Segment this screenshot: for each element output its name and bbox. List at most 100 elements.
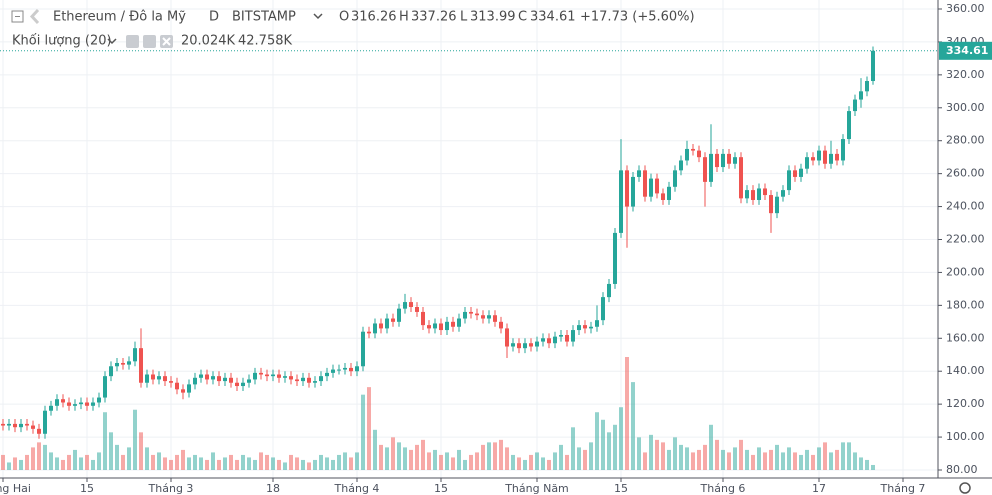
volume-bar [475, 452, 479, 470]
remove-icon-x [162, 37, 171, 46]
volume-bar [643, 452, 647, 470]
volume-bar [811, 454, 815, 470]
volume-bar [169, 459, 173, 470]
candle-body [229, 377, 233, 383]
volume-bar [493, 442, 497, 470]
candle-body [751, 190, 755, 200]
volume-bar [541, 457, 545, 470]
candle-body [145, 374, 149, 383]
volume-caret[interactable] [107, 38, 117, 45]
candle-body [61, 399, 65, 403]
close-letter: C [518, 10, 527, 25]
symbol-caret[interactable] [313, 13, 323, 20]
volume-bar [769, 449, 773, 470]
collapse-icon[interactable] [11, 10, 24, 23]
volume-bar [787, 447, 791, 470]
volume-bar [685, 447, 689, 470]
volume-bar [757, 447, 761, 470]
volume-bar [115, 444, 119, 470]
exchange[interactable]: BITSTAMP [232, 10, 296, 25]
candle-body [121, 362, 125, 365]
candle-body [487, 315, 491, 319]
y-tick-label: 320.00 [946, 68, 985, 81]
volume-bar [871, 464, 875, 470]
candle-body [79, 402, 83, 405]
volume-bar [85, 454, 89, 470]
candle-body [661, 193, 665, 200]
candle-body [553, 336, 557, 344]
interval[interactable]: D [209, 10, 219, 25]
candle-body [439, 323, 443, 331]
volume-bar [55, 457, 59, 470]
candle-body [97, 397, 101, 403]
volume-bar [331, 459, 335, 470]
volume-bar [193, 454, 197, 470]
symbol-title[interactable]: Ethereum / Đô la Mỹ [53, 10, 186, 25]
y-tick-label: 140.00 [946, 364, 985, 377]
settings-gear[interactable] [959, 482, 971, 494]
candle-body [859, 91, 863, 100]
volume-title[interactable]: Khối lượng (20) [12, 34, 112, 49]
candle-body [349, 367, 353, 372]
candle-body [319, 376, 323, 382]
volume-bar [631, 382, 635, 470]
candle-body [805, 157, 809, 169]
volume-value: 20.024K [181, 34, 235, 49]
candle-body [115, 362, 119, 367]
volume-bar [61, 459, 65, 470]
volume-bar [733, 447, 737, 470]
candle-body [325, 372, 329, 377]
settings-icon[interactable] [143, 35, 156, 48]
volume-bar [463, 459, 467, 470]
candle-body [667, 186, 671, 200]
volume-bar [715, 439, 719, 470]
volume-bar [73, 449, 77, 470]
volume-bar [133, 409, 137, 470]
volume-bar [859, 457, 863, 470]
candle-body [313, 381, 317, 383]
candle-body [733, 157, 737, 164]
volume-bar [601, 419, 605, 470]
volume-bar [529, 454, 533, 470]
candle-body [427, 325, 431, 329]
candle-body [25, 423, 29, 426]
x-tick-label: 15 [614, 482, 628, 495]
candle-body [193, 377, 197, 385]
volume-bar [295, 457, 299, 470]
volume-bar [517, 457, 521, 470]
volume-bar [451, 457, 455, 470]
candle-body [601, 297, 605, 321]
volume-bar [409, 449, 413, 470]
candle-layer [1, 46, 875, 439]
candle-body [205, 374, 209, 380]
candle-body [673, 170, 677, 187]
candle-body [73, 404, 77, 406]
volume-bar [67, 454, 71, 470]
candle-body [499, 321, 503, 329]
candle-body [763, 188, 767, 196]
candle-body [853, 99, 857, 112]
volume-bar [25, 454, 29, 470]
candle-body [829, 153, 833, 164]
volume-bar [667, 449, 671, 470]
candle-body [691, 148, 695, 151]
candle-body [787, 170, 791, 191]
volume-bar [655, 439, 659, 470]
volume-bar [835, 449, 839, 470]
candle-body [331, 369, 335, 373]
low-letter: L [460, 10, 468, 25]
volume-bar [1, 454, 5, 470]
visibility-icon[interactable] [126, 35, 139, 48]
candle-body [433, 323, 437, 329]
x-tick-label: 15 [80, 482, 94, 495]
candle-body [841, 139, 845, 161]
volume-bar [829, 452, 833, 470]
candle-body [265, 374, 269, 377]
y-tick-label: 180.00 [946, 298, 985, 311]
candle-body [559, 334, 563, 337]
y-tick-label: 80.00 [946, 463, 978, 476]
volume-bar [271, 457, 275, 470]
candle-body [85, 402, 89, 406]
volume-bar [565, 454, 569, 470]
